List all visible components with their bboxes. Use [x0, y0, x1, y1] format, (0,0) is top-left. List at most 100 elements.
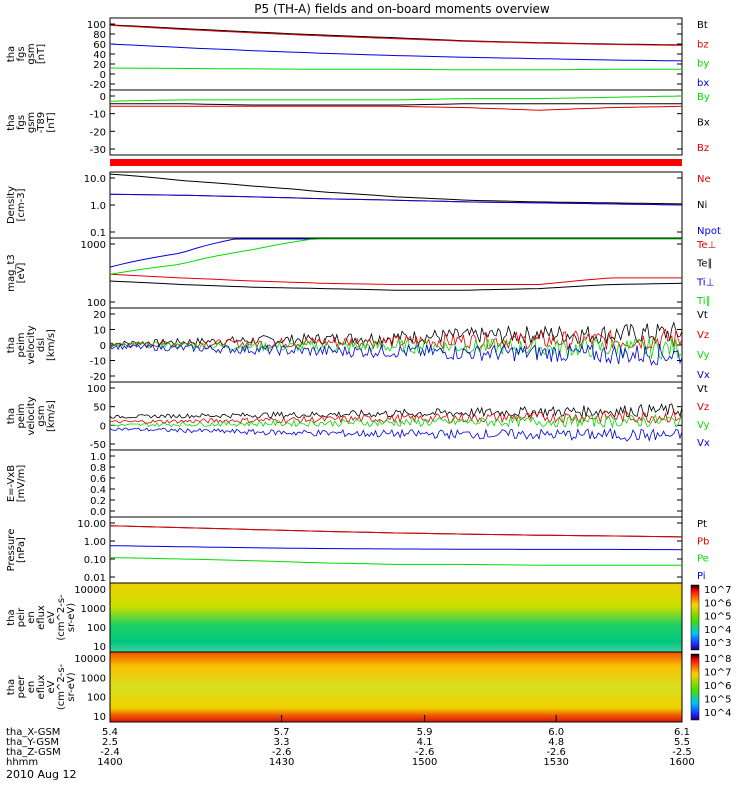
y-axis-label: [nT]: [46, 112, 57, 132]
series-line-Vy: [109, 413, 683, 429]
y-tick-label: 0.10: [84, 555, 106, 566]
y-axis-label: en: [26, 611, 37, 624]
series-line-Ti⊥: [109, 238, 682, 268]
y-axis-label: gsm: [26, 112, 37, 133]
x-axis-value: 3.3: [274, 737, 290, 748]
colorbar-label: 10^7: [704, 585, 731, 596]
series-line-Vt: [109, 403, 683, 419]
legend-Bx: Bx: [697, 118, 710, 129]
series-line-Bt: [109, 24, 683, 46]
legend-Pb: Pb: [697, 536, 709, 547]
y-tick-label: 20: [93, 310, 106, 321]
y-axis-label: E=-VxB: [6, 465, 17, 502]
y-tick-label: 1000: [81, 240, 106, 251]
y-axis-label: sr-eV): [66, 603, 77, 632]
legend-Pi: Pi: [697, 571, 706, 582]
x-axis-value: 5.4: [102, 727, 118, 738]
series-line-Npot: [109, 193, 683, 206]
x-axis-value: 6.1: [674, 727, 690, 738]
x-axis-value: 2.5: [102, 737, 118, 748]
y-axis-label: tha: [6, 46, 17, 62]
y-axis-label: eV: [46, 611, 57, 624]
legend-Pe: Pe: [697, 554, 709, 565]
panel-1: 0 -10 -20 -30 tha fgs gsm -T89 [nT] By Bx Bz: [6, 89, 710, 156]
series-line-bx: [109, 43, 683, 62]
x-axis-value: -2.5: [672, 747, 692, 758]
series-line-Vz: [109, 408, 683, 425]
y-tick-label: -50: [90, 440, 106, 451]
y-tick-label: 10.00: [77, 519, 106, 530]
x-axis-value: 1400: [97, 757, 122, 768]
x-axis-value: 1530: [543, 757, 568, 768]
y-tick-label: 0.6: [90, 474, 106, 485]
series-line-Pe: [109, 557, 682, 566]
colorbar-label: 10^4: [704, 708, 731, 719]
y-tick-label: 0: [100, 421, 106, 432]
x-axis-value: 4.1: [417, 737, 433, 748]
series-line-Pt: [109, 525, 683, 538]
panel-5: 100 50 0 -50 tha peim velocity gsm [km/s] Vt Vz Vy V…: [6, 381, 710, 451]
y-axis-label: (cm^2-s-: [56, 663, 67, 710]
x-axis-value: 4.8: [548, 737, 564, 748]
y-axis-label: peer: [16, 675, 27, 699]
legend-Vy: Vy: [697, 350, 710, 361]
series-line-Te∥: [109, 280, 683, 291]
series-line-Vy: [109, 337, 683, 360]
y-axis-label: sr-eV): [66, 672, 77, 701]
y-axis-label: Density: [6, 186, 17, 224]
legend-bz: bz: [697, 39, 709, 50]
x-axis-row-label: tha_Y-GSM: [6, 737, 59, 748]
y-tick-label: 0: [100, 341, 106, 352]
series-line-Pi: [109, 545, 683, 551]
x-axis-annotation: tha_X-GSM 5.4 5.7 5.9 6.0 6.1 tha_Y-GSM 2.5 3.3 4…: [6, 715, 695, 768]
legend-Vz: Vz: [697, 330, 709, 341]
y-tick-label: 0: [100, 70, 106, 81]
y-tick-label: 10: [93, 642, 106, 653]
y-tick-label: 0.0: [90, 507, 106, 518]
colorbar-label: 10^7: [704, 668, 731, 679]
legend-Ne: Ne: [697, 174, 711, 185]
legend-bx: bx: [697, 78, 709, 89]
y-axis-label: [nT]: [36, 44, 47, 64]
colorbar-label: 10^5: [704, 695, 731, 706]
colorbar: [690, 584, 700, 651]
y-axis-label: dsl: [36, 338, 47, 352]
series-line-Vx: [109, 427, 683, 442]
y-axis-label: tha: [6, 609, 17, 625]
y-axis-label: tha: [6, 337, 17, 353]
x-axis-value: -2.6: [546, 747, 566, 758]
y-tick-label: -20: [90, 80, 106, 91]
x-axis-value: -2.4: [100, 747, 120, 758]
y-axis-label: (cm^2-s-: [56, 594, 67, 641]
series-line-by: [109, 67, 682, 71]
series-line-By: [109, 95, 683, 102]
y-axis-label: eflux: [36, 605, 47, 630]
y-tick-label: 60: [93, 40, 106, 51]
legend-Bz: Bz: [697, 143, 709, 154]
y-tick-label: 0.1: [90, 228, 106, 239]
y-axis-label: peim: [16, 403, 27, 428]
legend-Vx: Vx: [697, 370, 710, 381]
spectrogram: [110, 652, 682, 722]
y-tick-label: 1.00: [84, 537, 106, 548]
series-line-Bz: [110, 105, 683, 111]
separator-bar: [110, 159, 682, 166]
y-tick-label: 0.4: [90, 485, 106, 496]
legend-Vt: Vt: [697, 384, 708, 395]
y-axis-label: tha: [6, 408, 17, 424]
legend-By: By: [697, 92, 710, 103]
legend-Bt: Bt: [697, 20, 708, 31]
colorbar-label: 10^6: [704, 681, 731, 692]
panel-3: 1000 100 mag_t3 [eV] Te⊥ Te∥ Ti⊥ Ti∥: [6, 237, 716, 309]
y-tick-label: 80: [93, 30, 106, 41]
y-axis-label: gsm: [26, 43, 37, 64]
y-axis-label: mag_t3: [6, 254, 17, 292]
y-axis-label: [mV/m]: [16, 465, 27, 503]
y-axis-label: gsm: [36, 405, 47, 426]
y-tick-label: 10000: [74, 654, 106, 665]
y-tick-label: 1.0: [90, 201, 106, 212]
colorbar-label: 10^8: [704, 654, 731, 665]
y-tick-label: 10: [93, 326, 106, 337]
